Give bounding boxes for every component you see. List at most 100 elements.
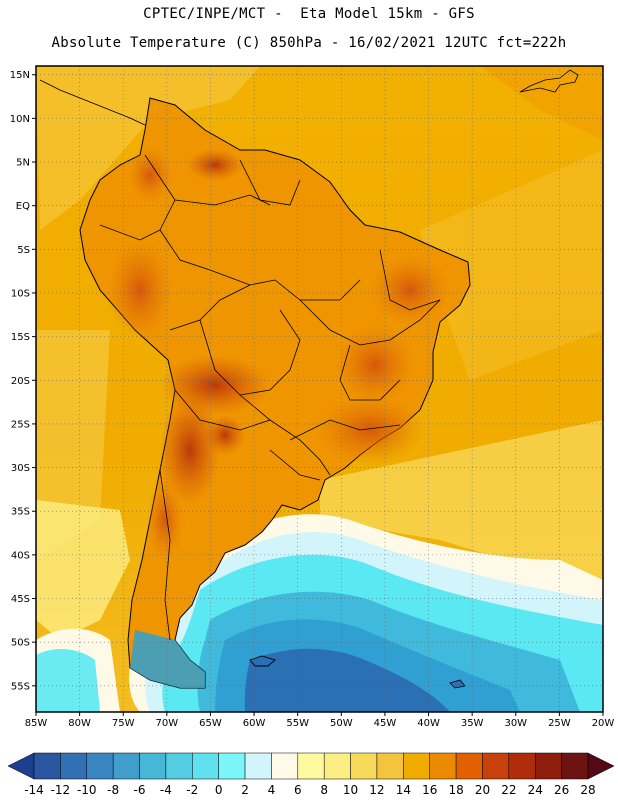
lon-tick-label: 75W xyxy=(112,718,135,729)
longitude-axis: 85W 80W 75W 70W 65W 60W 55W 50W 45W 40W 35W 30W 25W 2… xyxy=(25,712,614,729)
border-brazil-states-a xyxy=(299,299,441,346)
colorbar-cell xyxy=(508,752,536,780)
hot-zone-northeast-brazil xyxy=(370,255,450,325)
colorbar-label: 14 xyxy=(396,783,411,797)
colorbar-cell xyxy=(139,752,167,780)
lon-tick-label: 35W xyxy=(461,718,484,729)
lat-lon-grid xyxy=(35,66,604,712)
lat-tick-label: 15S xyxy=(11,332,30,343)
lon-tick-label: 60W xyxy=(243,718,266,729)
colorbar-cell xyxy=(60,752,88,780)
colorbar-cell xyxy=(271,752,299,780)
south-georgia xyxy=(449,679,466,689)
hot-zone-argentina-north xyxy=(160,395,220,505)
chart-title-line1: CPTEC/INPE/MCT - Eta Model 15km - GFS xyxy=(143,6,475,22)
lat-tick-label: EQ xyxy=(16,201,30,212)
map-fields xyxy=(36,66,603,712)
colorbar-cell xyxy=(86,752,114,780)
lat-tick-label: 55S xyxy=(11,681,30,692)
colorbar-cell xyxy=(403,752,430,780)
latitude-axis: 15N 10N 5N EQ 5S 10S 15S 20S 25S 30S 35S 40S 45S 50S 5… xyxy=(10,70,36,692)
lat-tick-label: 25S xyxy=(11,419,30,430)
colorbar-label: 8 xyxy=(320,783,328,797)
colorbar-label: 20 xyxy=(475,783,490,797)
colorbar-cell xyxy=(429,752,457,780)
colorbar-cell xyxy=(561,752,589,780)
ocean-band-north-west xyxy=(36,66,260,230)
colorbar-cell xyxy=(323,752,351,780)
chart-title-line2: Absolute Temperature (C) 850hPa - 16/02/… xyxy=(51,35,567,51)
colorbar-cell xyxy=(244,752,272,780)
colorbar-label: 28 xyxy=(580,783,595,797)
hot-zone-andes-south xyxy=(147,480,183,560)
colorbar-label: -4 xyxy=(160,783,172,797)
lon-tick-label: 85W xyxy=(25,718,48,729)
hot-zone-colombia xyxy=(128,147,172,203)
falkland-islands xyxy=(249,655,276,667)
colorbar-label: 26 xyxy=(554,783,569,797)
lat-tick-label: 40S xyxy=(11,550,30,561)
colorbar-cell xyxy=(482,752,510,780)
lat-tick-label: 5N xyxy=(16,158,30,169)
ocean-band-pacific-south xyxy=(36,500,130,640)
lat-tick-label: 45S xyxy=(11,594,30,605)
border-bolivia xyxy=(199,309,301,396)
cold-zone-patagonia xyxy=(130,630,205,688)
border-brazil-states-b xyxy=(339,344,401,401)
border-brazil-states-c xyxy=(289,419,401,441)
colorbar-cell xyxy=(112,752,140,780)
ocean-band-south-atlantic xyxy=(320,420,603,590)
colorbar-cell xyxy=(376,752,404,780)
border-guyanas xyxy=(239,159,301,206)
colorbar-label: 2 xyxy=(241,783,249,797)
lon-tick-label: 80W xyxy=(68,718,91,729)
colorbar-label: 16 xyxy=(422,783,437,797)
lon-tick-label: 65W xyxy=(199,718,222,729)
colorbar-cell xyxy=(297,752,325,780)
border-chile-argentina-south xyxy=(159,469,171,641)
ocean-band-atlantic-east xyxy=(420,150,603,380)
lon-tick-label: 45W xyxy=(374,718,397,729)
border-chile-argentina-north xyxy=(174,389,271,431)
colorbar-label: 6 xyxy=(294,783,302,797)
border-colombia-venezuela xyxy=(144,154,271,206)
colorbar-label: 0 xyxy=(215,783,223,797)
central-america-coast xyxy=(39,79,146,126)
caribbean-islands xyxy=(519,69,579,93)
cold-west-cyan xyxy=(36,648,100,712)
border-uruguay xyxy=(269,449,321,481)
colorbar-label: -2 xyxy=(186,783,198,797)
colorbar-cell xyxy=(455,752,483,780)
colorbar-label: 12 xyxy=(369,783,384,797)
hot-zone-chaco xyxy=(205,415,245,455)
colorbar-cell xyxy=(192,752,219,780)
hot-zone-peru xyxy=(108,240,172,340)
lon-tick-label: 50W xyxy=(330,718,353,729)
lat-tick-label: 30S xyxy=(11,463,30,474)
colorbar-label: 22 xyxy=(501,783,516,797)
colorbar-arrow-left xyxy=(7,752,35,780)
lat-tick-label: 20S xyxy=(11,376,30,387)
colorbar-label: 10 xyxy=(343,783,358,797)
lon-tick-label: 40W xyxy=(417,718,440,729)
lat-tick-label: 10N xyxy=(10,114,30,125)
colorbar-label: 4 xyxy=(268,783,276,797)
ocean-band-northeast xyxy=(480,66,603,140)
colorbar-cell xyxy=(218,752,246,780)
lon-tick-label: 30W xyxy=(504,718,527,729)
border-paraguay xyxy=(239,394,331,476)
lat-tick-label: 35S xyxy=(11,507,30,518)
lon-tick-label: 25W xyxy=(548,718,571,729)
colorbar-arrow-right xyxy=(587,752,615,780)
lat-tick-label: 15N xyxy=(10,70,30,81)
border-ecuador-peru xyxy=(99,199,176,241)
border-peru-bolivia xyxy=(169,284,251,331)
colorbar-label: 24 xyxy=(528,783,543,797)
colorbar-cells xyxy=(7,752,615,780)
colorbar-label: -14 xyxy=(24,783,44,797)
lat-tick-label: 5S xyxy=(17,245,30,256)
hot-zone-venezuela xyxy=(187,149,243,181)
colorbar-label: -12 xyxy=(51,783,71,797)
border-amazon xyxy=(159,229,361,301)
